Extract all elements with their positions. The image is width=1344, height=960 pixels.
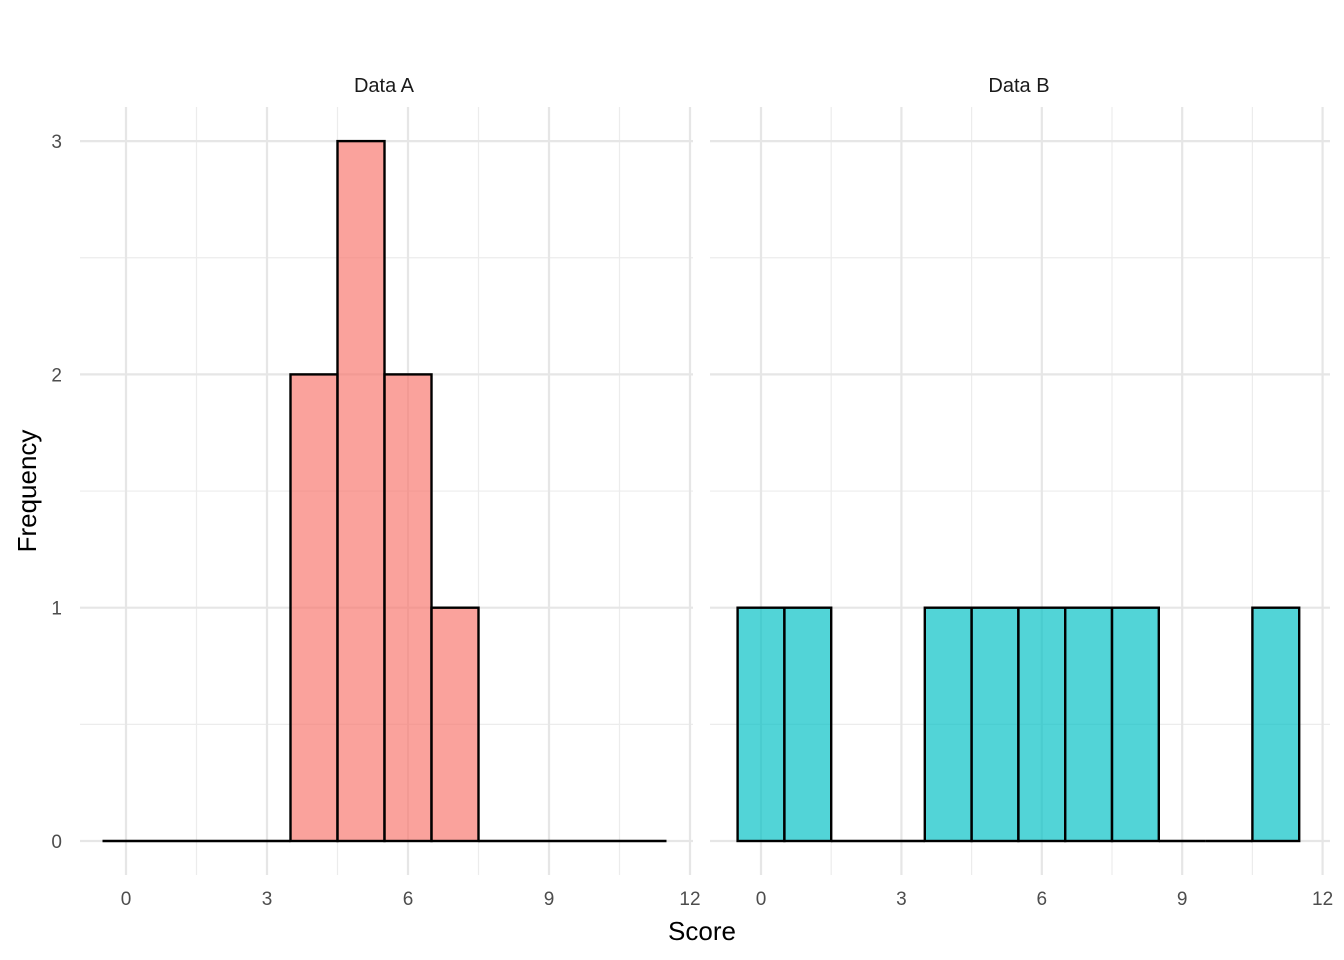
x-tick-label-data-b: 0 — [756, 889, 767, 910]
bar-data-a-bin-4 — [289, 373, 339, 843]
x-tick-label-data-a: 6 — [403, 889, 414, 910]
facet-panel-data-b: Data B 0 3 6 9 12 — [710, 75, 1333, 910]
y-tick-label: 1 — [51, 599, 62, 620]
bar-data-b-bin-5 — [970, 606, 1020, 843]
bar-data-a-bin-6 — [383, 373, 433, 843]
y-tick-label: 3 — [51, 132, 62, 153]
y-tick-label: 0 — [51, 832, 62, 853]
bar-data-b-bin-11 — [1251, 606, 1301, 843]
x-tick-label-data-b: 9 — [1177, 889, 1188, 910]
x-tick-label-data-a: 9 — [544, 889, 555, 910]
bar-data-a-bin-7 — [430, 606, 480, 843]
x-tick-label-data-b: 6 — [1037, 889, 1048, 910]
x-tick-label-data-a: 12 — [679, 889, 700, 910]
y-tick-label: 2 — [51, 365, 62, 386]
bars-data-a — [102, 139, 667, 843]
bar-data-a-bin-5 — [336, 139, 386, 843]
bar-data-b-bin-8 — [1110, 606, 1160, 843]
bar-data-b-bin-1 — [783, 606, 833, 843]
facet-panel-data-a: Data A 0 3 6 9 12 — [80, 75, 701, 910]
facet-title-data-b: Data B — [988, 75, 1049, 97]
bar-data-b-bin-6 — [1017, 606, 1067, 843]
x-tick-label-data-a: 0 — [121, 889, 132, 910]
x-tick-label-data-b: 12 — [1312, 889, 1333, 910]
x-tick-label-data-b: 3 — [896, 889, 907, 910]
y-axis-ticks: 0 1 2 3 — [51, 132, 62, 853]
x-axis-title: Score — [668, 916, 736, 946]
x-ticks-data-b: 0 3 6 9 12 — [756, 889, 1333, 910]
bars-data-b — [736, 606, 1301, 843]
bar-data-b-bin-7 — [1063, 606, 1114, 843]
facet-title-data-a: Data A — [354, 75, 415, 97]
x-ticks-data-a: 0 3 6 9 12 — [121, 889, 701, 910]
y-axis-title: Frequency — [12, 430, 42, 553]
bar-data-b-bin-4 — [923, 606, 973, 843]
bar-data-b-bin-0 — [736, 606, 786, 843]
x-tick-label-data-a: 3 — [262, 889, 273, 910]
